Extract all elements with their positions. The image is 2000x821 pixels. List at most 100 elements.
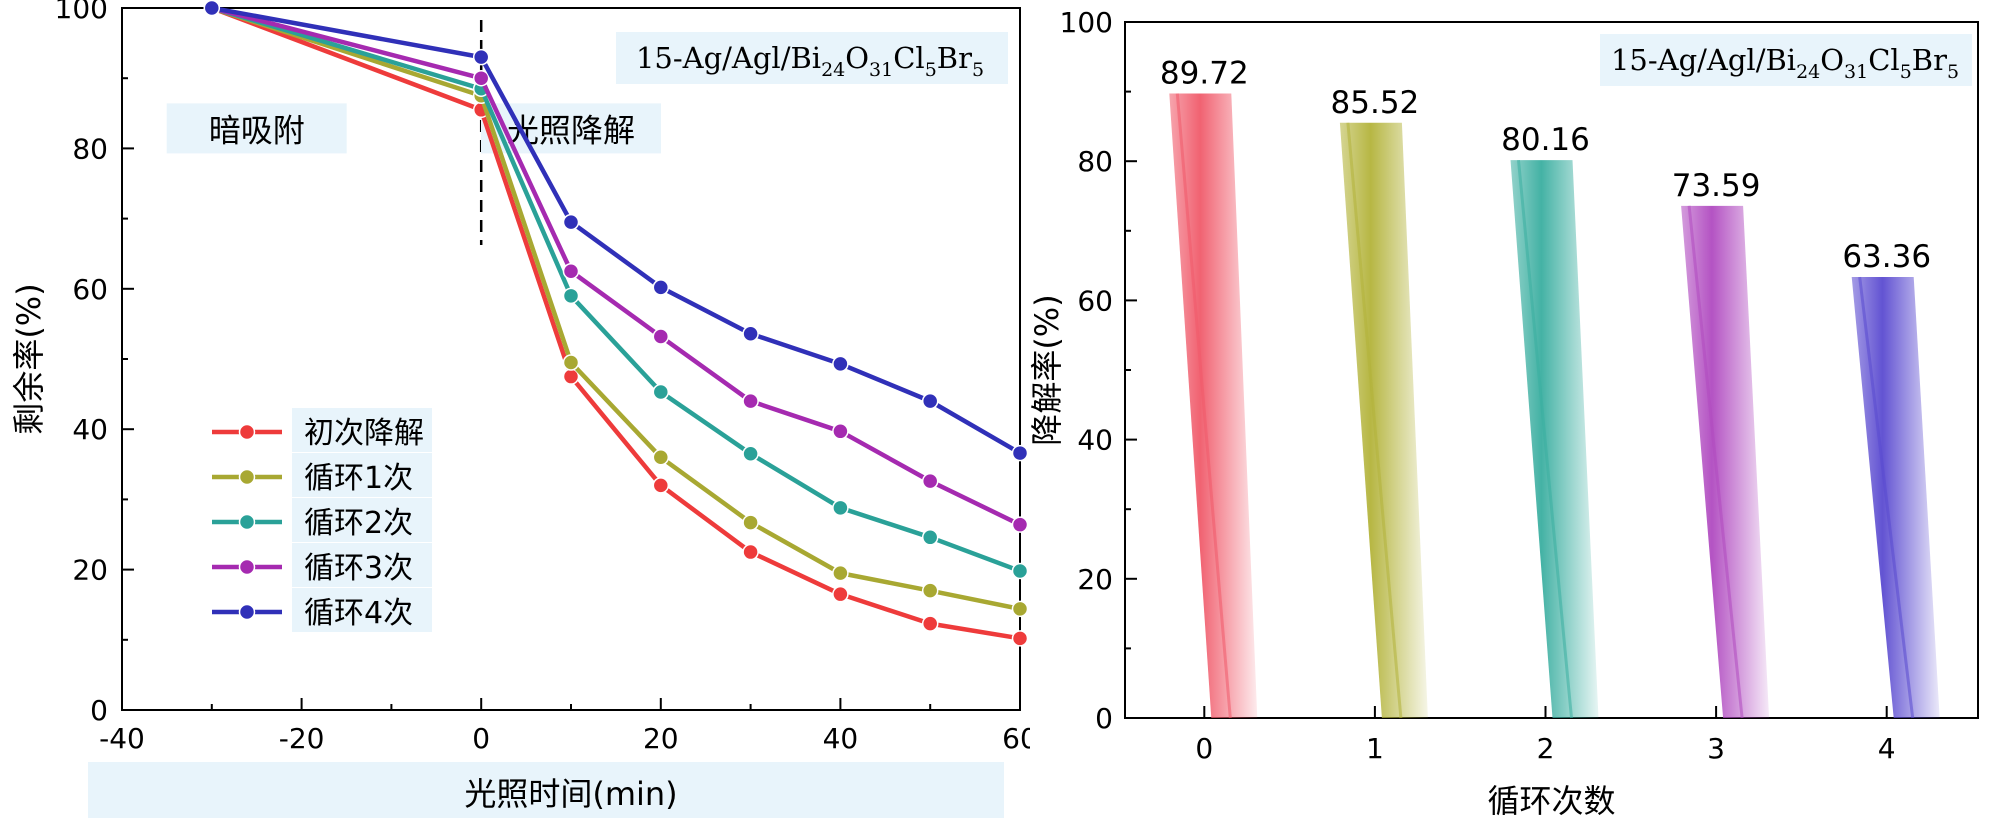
series-line-3 — [211, 5, 1021, 527]
y-tick-label: 0 — [1095, 702, 1113, 735]
y-tick-label: 100 — [1060, 6, 1113, 39]
bar-4 — [1851, 277, 1940, 718]
x-tick-label: 0 — [1195, 732, 1213, 765]
data-point — [652, 328, 670, 345]
x-tick-label: 1 — [1366, 732, 1384, 765]
bar-value-label: 89.72 — [1160, 56, 1249, 92]
y-tick-label: 40 — [1077, 424, 1113, 457]
line-chart: 0 20 40 60 80 100 -40 -20 0 20 40 60 光照时间(min) 剩余率(%)… — [10, 0, 1030, 818]
title-subscript: 24 — [821, 59, 845, 81]
title-segment: 15-Ag/Agl/Bi — [1611, 43, 1796, 77]
bar-core-streak — [1517, 159, 1573, 719]
x-tick-label: 40 — [823, 722, 859, 755]
title-segment: Cl — [1868, 43, 1899, 77]
title-segment: Cl — [893, 41, 924, 75]
data-point — [921, 472, 939, 490]
y-tick-label: 80 — [1077, 145, 1113, 178]
data-point — [203, 0, 221, 17]
y-tick-label: 80 — [72, 132, 108, 165]
line-chart-panel: 0 20 40 60 80 100 -40 -20 0 20 40 60 光照时间(min) 剩余率(%)… — [10, 0, 1030, 818]
x-tick-label: 20 — [643, 722, 679, 755]
y-tick-label: 60 — [1077, 284, 1113, 317]
data-point — [742, 445, 759, 463]
y-tick-label: 20 — [1077, 563, 1113, 596]
data-point — [1011, 600, 1029, 618]
data-point — [652, 279, 670, 296]
series-line-1 — [211, 5, 1021, 612]
annotation-bg — [166, 103, 347, 154]
bar-0 — [1169, 93, 1258, 718]
x-axis-title: 循环次数 — [1487, 782, 1615, 820]
legend-label: 循环4次 — [304, 596, 413, 631]
x-tick-label: 2 — [1537, 732, 1555, 765]
data-point — [1011, 444, 1029, 462]
data-point — [1011, 630, 1029, 647]
data-point — [472, 48, 490, 66]
data-point — [562, 263, 580, 280]
legend-swatch-marker — [238, 603, 256, 621]
x-tick-label: 0 — [472, 722, 490, 755]
data-point — [832, 499, 849, 517]
data-point — [921, 392, 939, 410]
y-tick-label: 100 — [55, 0, 108, 25]
bar-value-bg — [1320, 78, 1421, 121]
legend-label: 循环3次 — [304, 551, 413, 586]
data-point — [562, 354, 580, 371]
legend-label: 初次降解 — [304, 416, 424, 451]
legend-label: 循环2次 — [304, 506, 413, 541]
legend-swatch-marker — [238, 468, 256, 486]
data-point — [1011, 562, 1029, 580]
y-tick-label: 60 — [72, 273, 108, 306]
bar-value-label: 73.59 — [1672, 168, 1761, 204]
bar-value-label: 85.52 — [1331, 85, 1420, 121]
data-point — [472, 69, 490, 87]
bar-chart-panel: 0 20 40 60 80 100 89.72 0 85.52 1 80.16 2 73.59 3 63.3… — [1030, 0, 2000, 821]
bar-value-label: 63.36 — [1842, 239, 1931, 275]
x-tick-label: 60 — [1002, 722, 1030, 755]
x-tick-label: 3 — [1707, 732, 1725, 765]
chart-title: 15-Ag/Agl/Bi24O31Cl5Br5 — [1611, 43, 1959, 83]
x-tick-label: -20 — [279, 722, 325, 755]
data-point — [652, 477, 670, 494]
title-subscript: 31 — [1844, 61, 1868, 83]
chart-title-bg — [616, 32, 1008, 84]
chart-title-bg — [1600, 34, 1972, 86]
title-subscript: 24 — [1796, 61, 1820, 83]
annotation-label: 暗吸附 — [209, 111, 305, 149]
legend-label-bg — [292, 453, 432, 497]
data-point — [832, 585, 849, 603]
data-point — [921, 529, 939, 546]
title-segment: 15-Ag/Agl/Bi — [636, 41, 821, 75]
x-tick-label: -40 — [99, 722, 145, 755]
data-point — [832, 423, 849, 440]
title-subscript: 5 — [1947, 61, 1959, 83]
title-subscript: 31 — [869, 59, 893, 81]
x-axis-title: 光照时间(min) — [464, 775, 677, 813]
bar-3 — [1681, 205, 1770, 718]
bar-chart: 0 20 40 60 80 100 89.72 0 85.52 1 80.16 2 73.59 3 63.3… — [1030, 6, 1979, 820]
bar-value-label: 80.16 — [1501, 122, 1590, 158]
legend-label: 循环1次 — [304, 461, 413, 496]
data-point — [1011, 516, 1029, 533]
title-subscript: 5 — [925, 59, 937, 81]
data-point — [652, 449, 670, 466]
bar-1 — [1339, 122, 1428, 718]
x-axis-title-bg — [88, 762, 1004, 818]
title-subscript: 5 — [1900, 61, 1912, 83]
data-point — [742, 543, 759, 561]
data-point — [652, 383, 670, 401]
data-point — [562, 213, 580, 231]
title-subscript: 5 — [972, 59, 984, 81]
data-point — [921, 582, 939, 599]
data-point — [921, 615, 939, 632]
bar-value-bg — [1150, 49, 1251, 92]
bar-value-bg — [1662, 161, 1763, 204]
series-line-0 — [211, 5, 1021, 641]
y-axis-title: 剩余率(%) — [10, 283, 48, 434]
bar-core-streak — [1175, 93, 1232, 719]
title-segment: Br — [937, 41, 972, 75]
bar-value-bg — [1832, 233, 1933, 276]
title-segment: O — [845, 41, 869, 75]
bar-value-bg — [1491, 116, 1592, 159]
y-tick-label: 40 — [72, 413, 108, 446]
